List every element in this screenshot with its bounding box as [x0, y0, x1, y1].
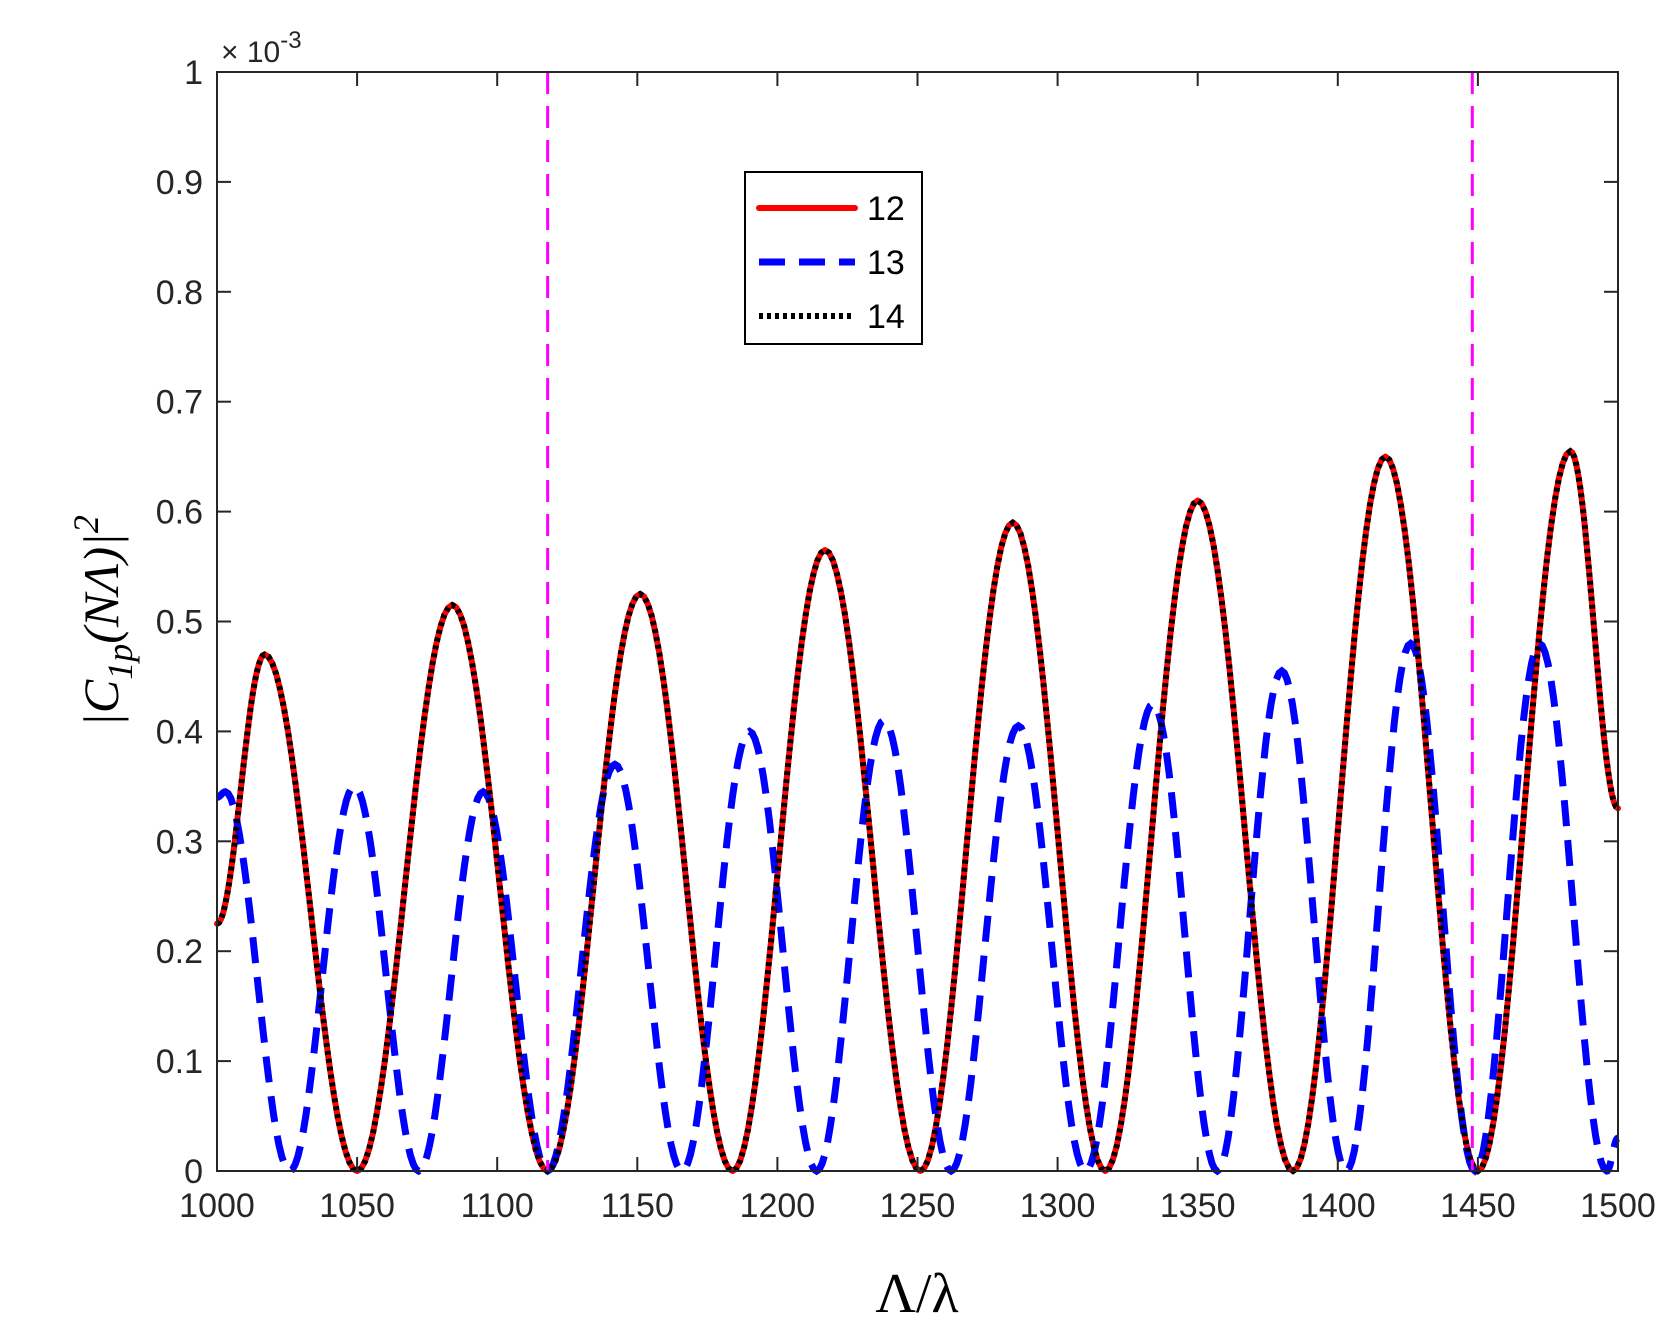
y-tick-label: 0.7: [156, 384, 203, 422]
y-exponent-label: × 10-3: [221, 27, 302, 69]
y-axis-title: |C1p(NΛ)|2: [66, 515, 140, 727]
y-axis-title-sup: 2: [66, 515, 106, 533]
y-tick-label: 0.5: [156, 604, 203, 642]
axis-ticks: [216, 71, 1619, 1172]
y-axis-title-base: |C: [73, 679, 129, 727]
x-tick-label: 1100: [461, 1187, 534, 1225]
y-tick-label: 0.9: [156, 164, 203, 202]
x-tick-label: 1000: [179, 1187, 255, 1225]
x-tick-label: 1500: [1580, 1187, 1656, 1225]
y-tick-label: 0: [184, 1153, 203, 1191]
x-axis-title: Λ/λ: [875, 1263, 958, 1325]
y-tick-label: 0.1: [156, 1043, 203, 1081]
y-axis-title-mid: (NΛ)|: [73, 533, 129, 644]
legend: 12 13 14: [744, 171, 923, 345]
x-tick-label: 1050: [319, 1187, 395, 1225]
y-tick-label: 0.8: [156, 274, 203, 312]
axis-labels: 1000 1050 1100 1150 1200 1250 1300 1350 1400 1450…: [156, 54, 1656, 1225]
x-tick-label: 1400: [1300, 1187, 1376, 1225]
svg-text:|C1p(NΛ)|2: |C1p(NΛ)|2: [66, 515, 140, 727]
x-tick-label: 1300: [1020, 1187, 1096, 1225]
y-axis-title-sub: 1p: [100, 644, 140, 680]
x-tick-label: 1250: [880, 1187, 956, 1225]
y-tick-label: 0.4: [156, 713, 203, 751]
y-exponent-power: -3: [280, 27, 301, 54]
legend-label-14: 14: [867, 298, 905, 336]
y-tick-label: 0.3: [156, 823, 203, 861]
y-tick-label: 1: [184, 54, 203, 92]
legend-label-13: 13: [867, 244, 905, 282]
legend-label-12: 12: [867, 190, 905, 228]
y-tick-label: 0.6: [156, 494, 203, 532]
x-tick-label: 1350: [1160, 1187, 1236, 1225]
x-tick-label: 1450: [1440, 1187, 1516, 1225]
y-tick-label: 0.2: [156, 933, 203, 971]
x-tick-label: 1200: [740, 1187, 816, 1225]
x-tick-label: 1150: [601, 1187, 674, 1225]
